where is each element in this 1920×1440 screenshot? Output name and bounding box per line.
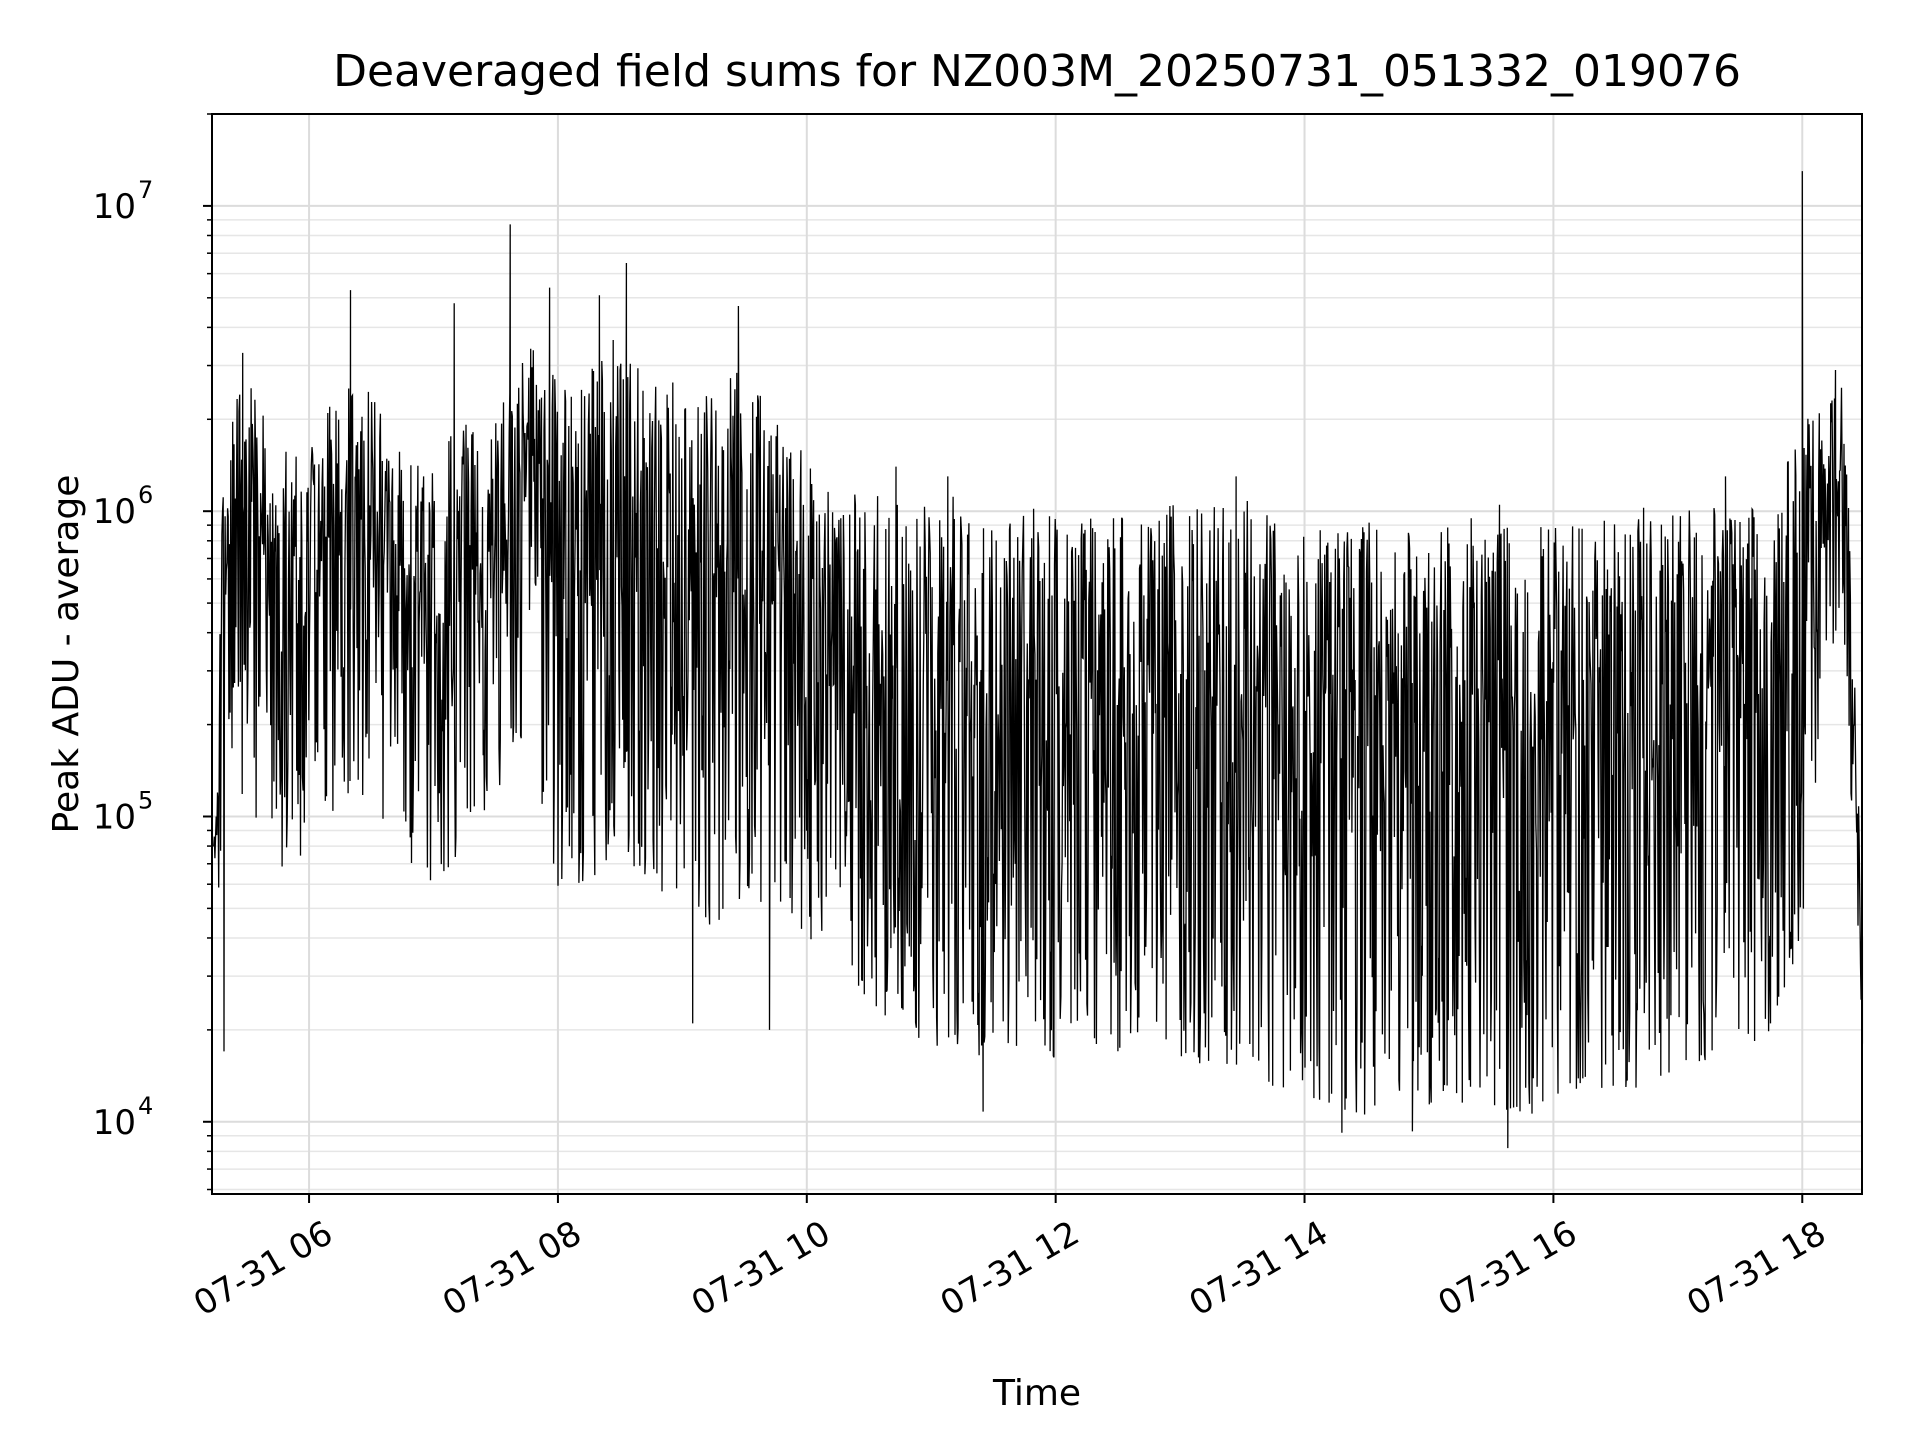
y-tick-exponent: 6: [138, 481, 153, 509]
series-line: [213, 171, 1864, 1149]
x-tick-label: 07-31 08: [436, 1213, 588, 1324]
y-tick-label: 10: [93, 797, 136, 837]
x-tick-label: 07-31 14: [1183, 1213, 1335, 1324]
plot-area-frame: [211, 113, 1863, 1195]
line-layer: [213, 171, 1864, 1149]
x-tick-label: 07-31 10: [685, 1213, 837, 1324]
y-axis-label: Peak ADU - average: [46, 475, 87, 834]
y-tick-exponent: 4: [138, 1092, 153, 1120]
x-tick-label: 07-31 18: [1680, 1213, 1832, 1324]
chart-title: Deaveraged field sums for NZ003M_2025073…: [333, 46, 1741, 97]
y-tick-exponent: 5: [138, 786, 153, 814]
x-axis-label: Time: [992, 1373, 1081, 1414]
y-tick-label: 10: [93, 1103, 136, 1143]
y-tick-exponent: 7: [138, 176, 153, 204]
x-tick-label: 07-31 12: [934, 1213, 1086, 1324]
x-tick-label: 07-31 16: [1432, 1213, 1584, 1324]
y-tick-label: 10: [93, 492, 136, 532]
y-tick-label: 10: [93, 187, 136, 227]
x-tick-label: 07-31 06: [187, 1213, 339, 1324]
